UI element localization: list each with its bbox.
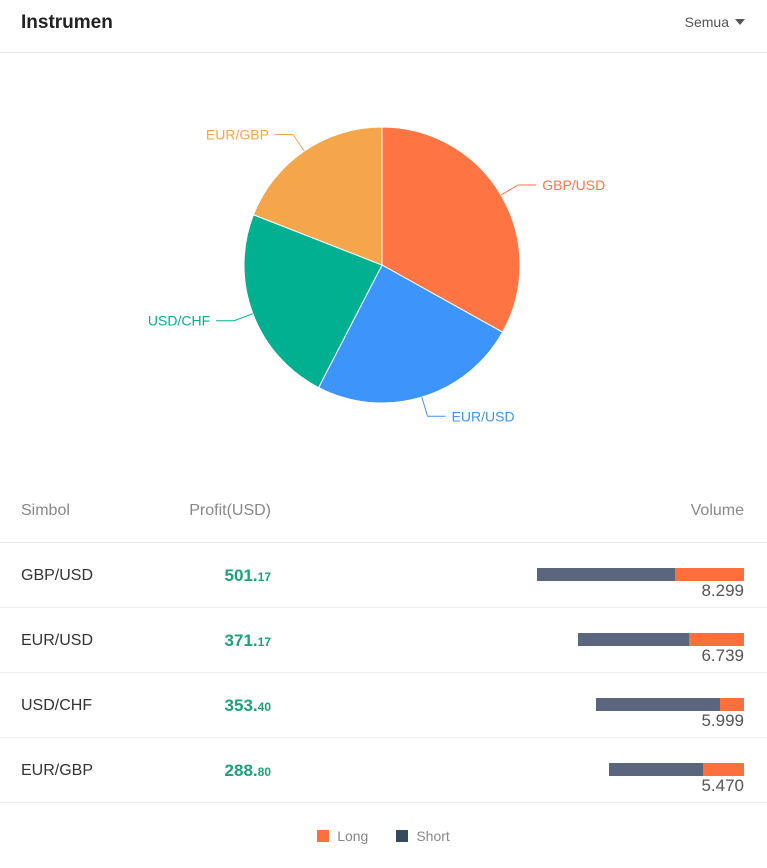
legend-short[interactable]: Short <box>396 828 450 844</box>
short-bar <box>578 633 689 646</box>
filter-label: Semua <box>684 14 729 30</box>
instrument-header: Instrumen Semua <box>0 0 767 53</box>
row-symbol: GBP/USD <box>21 567 94 584</box>
caret-down-icon <box>735 19 745 25</box>
pie-slice-gbp-usd[interactable] <box>381 126 521 333</box>
pie-slice-usd-chf[interactable] <box>243 214 383 389</box>
long-bar <box>688 633 744 646</box>
pie-slice-eur-gbp[interactable] <box>252 126 383 266</box>
row-profit: 371.17 <box>224 631 271 650</box>
instrument-pie-chart: GBP/USD EUR/USD USD/CHF EUR/GBP <box>148 126 605 424</box>
row-symbol: USD/CHF <box>21 697 93 714</box>
table-row[interactable]: EUR/GBP 288.80 5.470 <box>0 738 767 803</box>
volume-bar <box>595 698 744 711</box>
pie-leader-line <box>500 184 537 196</box>
row-volume: 6.739 <box>701 646 744 665</box>
pie-leader-line <box>274 134 305 152</box>
table-row[interactable]: USD/CHF 353.40 5.999 <box>0 673 767 738</box>
short-swatch <box>396 830 409 842</box>
legend-long[interactable]: Long <box>317 828 368 844</box>
pie-label: USD/CHF <box>148 313 210 329</box>
header-symbol: Simbol <box>21 502 70 519</box>
pie-label: EUR/USD <box>452 408 515 424</box>
pie-leader-line <box>421 396 446 417</box>
table-row[interactable]: EUR/USD 371.17 6.739 <box>0 608 767 673</box>
short-bar <box>609 763 703 776</box>
row-volume: 8.299 <box>701 581 744 600</box>
legend-short-label: Short <box>416 828 450 844</box>
table-row[interactable]: GBP/USD 501.17 8.299 <box>0 543 767 608</box>
filter-dropdown[interactable]: Semua <box>685 14 745 30</box>
short-bar <box>595 698 720 711</box>
pie-label: GBP/USD <box>542 177 605 193</box>
row-symbol: EUR/GBP <box>21 762 94 779</box>
row-symbol: EUR/USD <box>21 632 94 649</box>
row-profit: 501.17 <box>224 566 271 585</box>
short-bar <box>537 568 675 581</box>
long-bar <box>675 568 744 581</box>
pie-leader-line <box>216 313 254 322</box>
long-swatch <box>317 830 330 842</box>
header-volume: Volume <box>690 502 744 519</box>
table-header: Simbol Profit(USD) Volume <box>0 478 767 543</box>
volume-bar <box>609 763 744 776</box>
pie-label: EUR/GBP <box>206 127 269 143</box>
row-profit: 288.80 <box>224 761 271 780</box>
long-bar <box>719 698 744 711</box>
volume-bar <box>537 568 744 581</box>
volume-legend: Long Short <box>0 828 767 844</box>
legend-long-label: Long <box>337 828 369 844</box>
page-title: Instrumen <box>21 12 113 33</box>
row-volume: 5.470 <box>701 776 744 795</box>
row-profit: 353.40 <box>224 696 271 715</box>
long-bar <box>702 763 744 776</box>
header-profit: Profit(USD) <box>189 502 271 519</box>
row-volume: 5.999 <box>701 711 744 730</box>
volume-bar <box>578 633 744 646</box>
